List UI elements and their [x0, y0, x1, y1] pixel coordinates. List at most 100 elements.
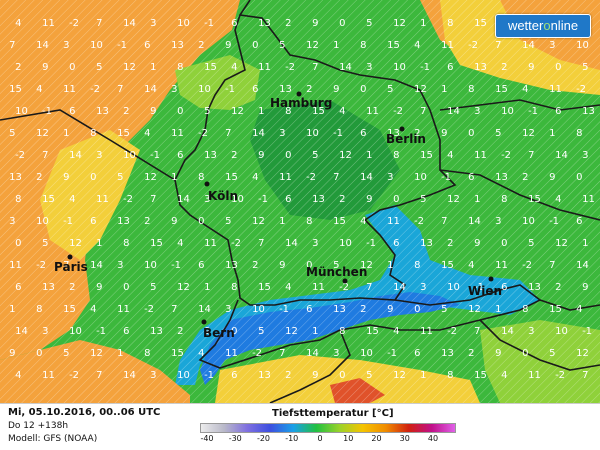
grid-value: 7 [63, 260, 69, 271]
grid-value: 10 [90, 40, 103, 51]
grid-value: 7 [42, 150, 48, 161]
grid-value: 3 [150, 370, 156, 381]
legend-title: Tiefsttemperatur [°C] [272, 408, 394, 419]
grid-value: 0 [252, 40, 258, 51]
grid-value: 6 [447, 62, 453, 73]
grid-value: 10 [414, 172, 427, 183]
grid-value: 6 [285, 194, 291, 205]
border-austria [339, 284, 542, 331]
grid-value: 15 [549, 304, 562, 315]
city-markers: Hamburg Berlin Köln Paris München Wien [54, 91, 502, 341]
grid-value: -1 [279, 304, 289, 315]
city-bern[interactable]: Bern [201, 319, 235, 341]
grid-value: 3 [171, 84, 177, 95]
grid-value: 1 [63, 128, 69, 139]
grid-value: 7 [474, 326, 480, 337]
grid-value: 9 [528, 62, 534, 73]
grid-value: 3 [63, 40, 69, 51]
grid-value: 11 [528, 370, 541, 381]
grid-value: 6 [231, 370, 237, 381]
grid-value: 14 [198, 304, 211, 315]
grid-value: 11 [42, 18, 55, 29]
city-label: Bern [203, 326, 235, 340]
grid-value: 4 [468, 260, 474, 271]
grid-value: 9 [333, 84, 339, 95]
grid-value: 9 [63, 172, 69, 183]
grid-value: 2 [252, 260, 258, 271]
grid-value: 3 [549, 40, 555, 51]
grid-value: 11 [495, 260, 508, 271]
grid-value: 5 [63, 348, 69, 359]
grid-value: 8 [393, 150, 399, 161]
grid-value: 11 [63, 84, 76, 95]
grid-value: 13 [204, 150, 217, 161]
grid-value: 5 [420, 194, 426, 205]
grid-value: 5 [387, 84, 393, 95]
legend-tick: 30 [399, 434, 410, 443]
grid-value: -2 [522, 260, 532, 271]
grid-value: 9 [258, 150, 264, 161]
grid-value: 3 [420, 282, 426, 293]
wetteronline-logo[interactable]: wetteronline [495, 14, 591, 38]
grid-value: 7 [279, 348, 285, 359]
grid-value: 11 [279, 172, 292, 183]
city-koeln[interactable]: Köln [204, 181, 239, 204]
grid-value: 15 [474, 370, 487, 381]
grid-value: 2 [306, 84, 312, 95]
grid-value: -2 [339, 282, 349, 293]
legend-tick: -10 [285, 434, 299, 443]
grid-value: -2 [36, 260, 46, 271]
city-hamburg[interactable]: Hamburg [270, 91, 332, 111]
grid-value: 6 [144, 40, 150, 51]
grid-value: 8 [576, 128, 582, 139]
grid-value: 11 [171, 128, 184, 139]
grid-value: -2 [90, 84, 100, 95]
grid-value: 8 [36, 304, 42, 315]
grid-value: 3 [582, 150, 588, 161]
border-hungary [539, 299, 600, 311]
grid-value: 2 [15, 62, 21, 73]
grid-value: 6 [555, 106, 561, 117]
grid-value: 11 [42, 370, 55, 381]
grid-value: 10 [231, 194, 244, 205]
grid-value: 10 [360, 348, 373, 359]
grid-value: 3 [42, 326, 48, 337]
grid-value: 1 [582, 238, 588, 249]
city-berlin[interactable]: Berlin [386, 126, 426, 147]
city-dot [296, 91, 302, 97]
grid-value: 10 [252, 304, 265, 315]
grid-value: 11 [420, 326, 433, 337]
grid-value: 12 [90, 348, 103, 359]
grid-value: 10 [144, 260, 157, 271]
city-paris[interactable]: Paris [54, 254, 88, 275]
grid-value: 10 [306, 128, 319, 139]
grid-value: 2 [468, 348, 474, 359]
grid-value: 14 [522, 40, 535, 51]
legend-tick: 40 [427, 434, 439, 443]
grid-value: 8 [123, 238, 129, 249]
grid-value: 7 [333, 172, 339, 183]
grid-value: 14 [501, 326, 514, 337]
city-wien[interactable]: Wien [468, 276, 502, 299]
grid-value: 14 [285, 238, 298, 249]
grid-value: 9 [366, 194, 372, 205]
grid-value: 8 [231, 282, 237, 293]
grid-value: 10 [123, 150, 136, 161]
grid-value: 12 [285, 326, 298, 337]
grid-value: -2 [144, 304, 154, 315]
grid-value: 1 [204, 282, 210, 293]
grid-value: 2 [501, 62, 507, 73]
city-muenchen[interactable]: München [306, 265, 367, 284]
grid-value: 2 [36, 172, 42, 183]
grid-value: 15 [9, 84, 22, 95]
grid-value: 2 [69, 282, 75, 293]
grid-value: 1 [366, 150, 372, 161]
grid-value: 8 [522, 304, 528, 315]
grid-value: 10 [177, 18, 190, 29]
grid-value: -1 [204, 370, 214, 381]
grid-value: 12 [252, 216, 265, 227]
grid-value: 11 [582, 194, 595, 205]
logo-suffix: nline [550, 18, 579, 33]
grid-value: 7 [495, 40, 501, 51]
grid-value: 6 [414, 348, 420, 359]
